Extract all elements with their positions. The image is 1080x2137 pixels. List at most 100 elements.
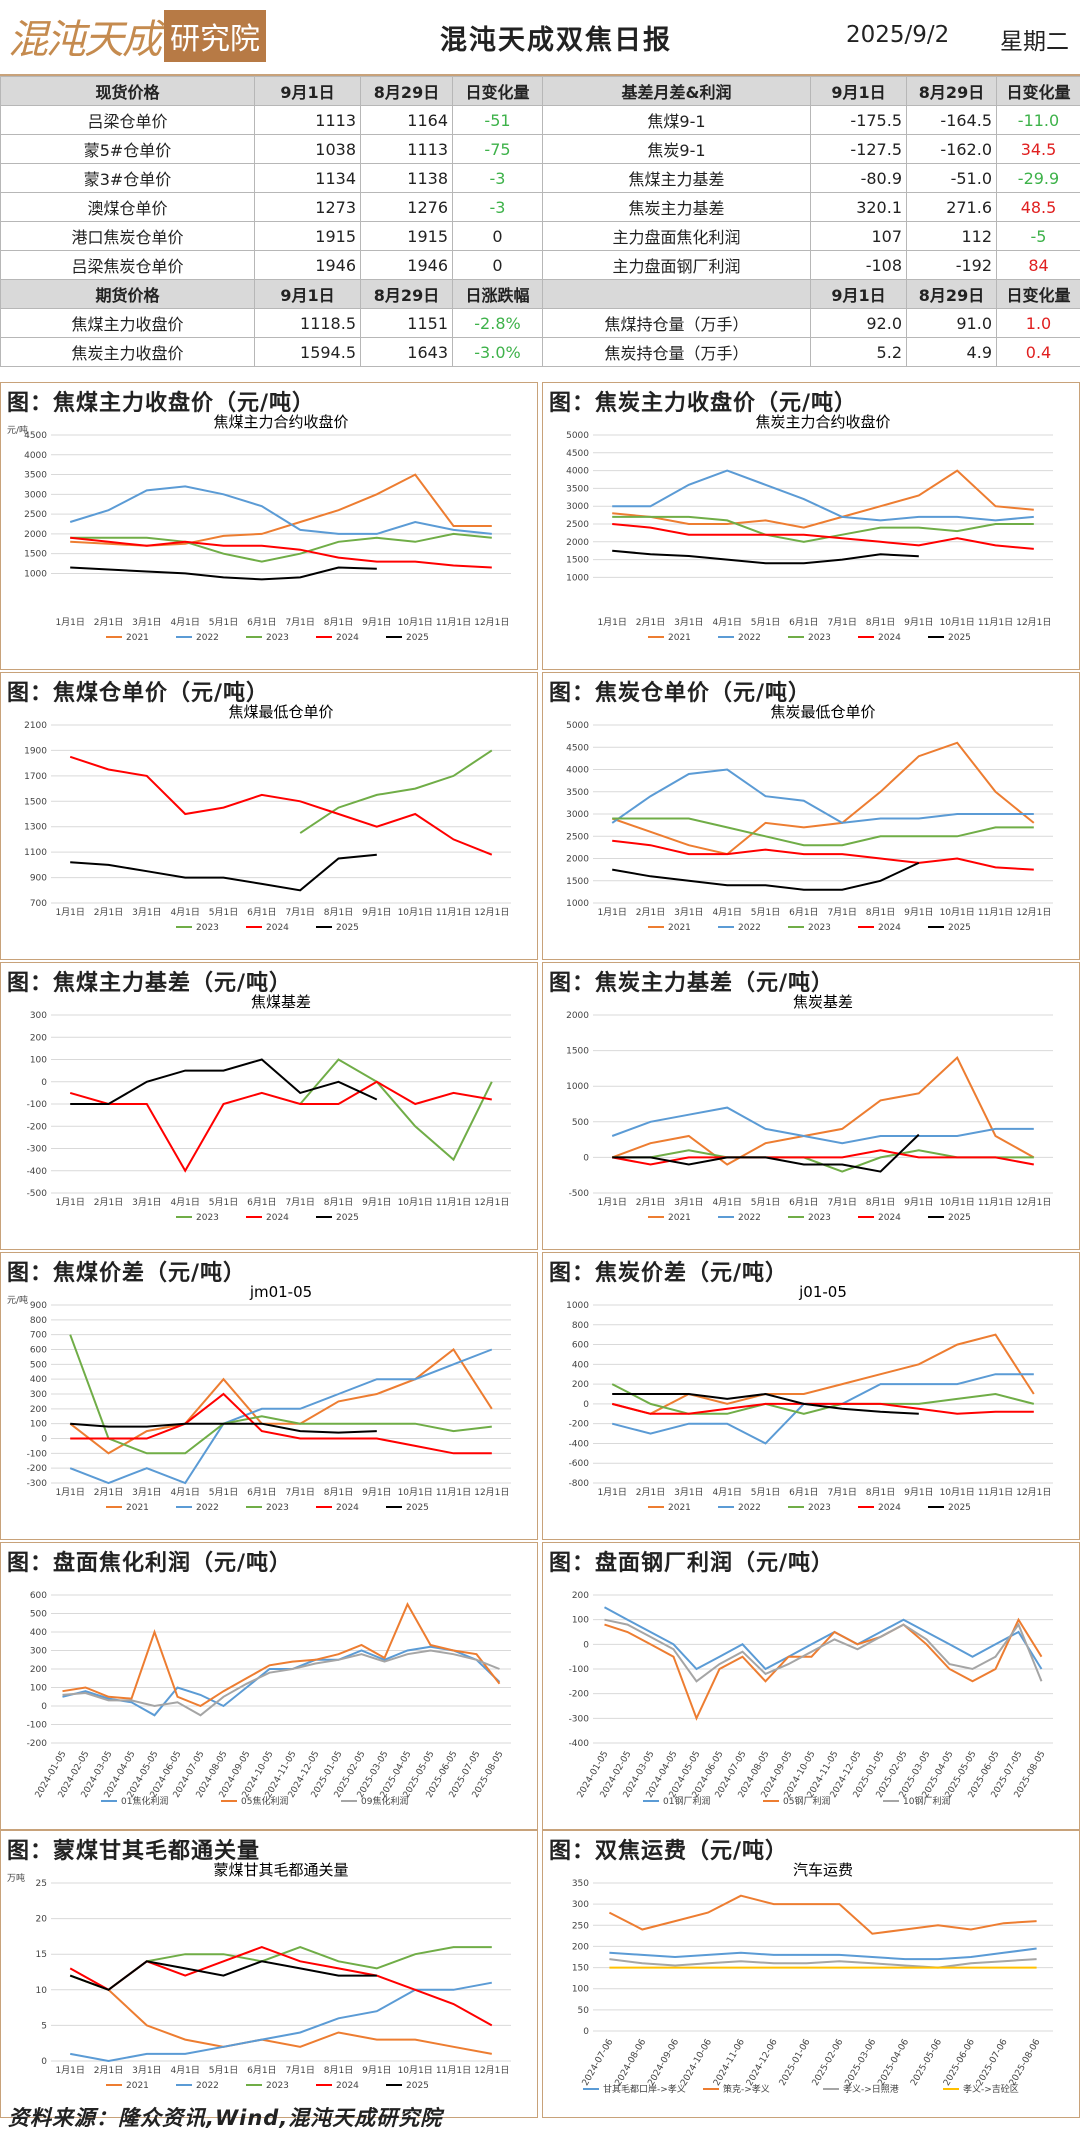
y-tick-label: 0 <box>41 2057 47 2067</box>
x-tick-label: 2024-07-06 <box>581 2037 616 2088</box>
x-tick-label: 5月1日 <box>751 907 780 918</box>
legend-label: 05钢厂利润 <box>783 1795 830 1807</box>
y-tick-label: 1300 <box>24 823 47 833</box>
y-tick-label: -600 <box>569 1459 590 1469</box>
table-cell: 107 <box>810 221 907 251</box>
x-tick-label: 2月1日 <box>94 2065 123 2076</box>
y-tick-label: 1500 <box>24 550 47 560</box>
y-axis-label: 万吨 <box>7 1872 25 1884</box>
x-tick-label: 4月1日 <box>712 1197 741 1208</box>
logo-text: 混沌天成 <box>8 17 162 63</box>
x-tick-label: 11月1日 <box>978 907 1013 918</box>
series-line <box>609 1958 1037 1969</box>
x-tick-label: 11月1日 <box>436 1487 471 1498</box>
y-tick-label: 500 <box>30 1360 47 1370</box>
y-tick-label: 3000 <box>566 502 589 512</box>
series-line <box>299 1058 493 1162</box>
x-tick-label: 12月1日 <box>1016 907 1051 918</box>
x-tick-label: 10月1日 <box>398 907 433 918</box>
x-tick-label: 4月1日 <box>170 907 199 918</box>
chart-title: 焦炭主力合约收盘价 <box>755 413 890 431</box>
table-cell: -127.5 <box>810 134 907 164</box>
y-tick-label: 2100 <box>24 721 47 731</box>
table-cell: 0.4 <box>996 337 1080 367</box>
x-tick-label: 2025-07-06 <box>975 2037 1010 2088</box>
x-tick-label: 11月1日 <box>978 1487 1013 1498</box>
y-tick-label: 4500 <box>566 743 589 753</box>
panel-title: 图：焦炭主力基差（元/吨） <box>549 971 835 996</box>
y-tick-label: 200 <box>30 1405 47 1415</box>
y-tick-label: 1000 <box>24 569 47 579</box>
panel-title: 图：焦炭仓单价（元/吨） <box>549 681 812 706</box>
x-tick-label: 2025-05-06 <box>909 2037 944 2088</box>
x-tick-label: 11月1日 <box>436 2065 471 2076</box>
x-tick-label: 3月1日 <box>132 1197 161 1208</box>
y-tick-label: -200 <box>27 1122 48 1132</box>
x-tick-label: 9月1日 <box>904 1197 933 1208</box>
y-tick-label: 1000 <box>566 899 589 909</box>
y-tick-label: -300 <box>27 1145 48 1155</box>
x-tick-label: 4月1日 <box>712 907 741 918</box>
y-tick-label: 100 <box>30 1056 47 1066</box>
series-line <box>608 1894 1037 1935</box>
table-cell: -80.9 <box>810 163 907 193</box>
panel-title: 图：焦煤主力收盘价（元/吨） <box>7 391 316 416</box>
y-tick-label: 5 <box>41 2021 47 2031</box>
x-tick-label: 8月1日 <box>324 617 353 628</box>
legend-label: 2025 <box>336 923 359 933</box>
series-line <box>70 532 492 563</box>
legend-label: 01钢厂利润 <box>663 1795 710 1807</box>
y-tick-label: 600 <box>572 1341 589 1351</box>
legend-label: 10钢厂利润 <box>903 1795 950 1807</box>
legend-label: 2025 <box>948 633 971 643</box>
table-cell: 1038 <box>254 134 361 164</box>
series-line <box>69 1974 492 2055</box>
x-tick-label: 10月1日 <box>398 2065 433 2076</box>
series-line <box>612 817 1034 847</box>
table-cell: 日涨跌幅 <box>452 279 543 309</box>
table-cell: 吕梁仓单价 <box>0 105 255 135</box>
y-tick-label: 50 <box>578 2006 590 2016</box>
x-tick-label: 1月1日 <box>55 2065 84 2076</box>
table-cell: 主力盘面钢厂利润 <box>542 250 811 280</box>
x-tick-label: 2月1日 <box>94 617 123 628</box>
y-tick-label: 200 <box>572 1942 589 1952</box>
x-tick-label: 6月1日 <box>789 1487 818 1498</box>
y-tick-label: 20 <box>36 1915 48 1925</box>
y-tick-label: 900 <box>30 874 47 884</box>
x-tick-label: 2025-06-06 <box>942 2037 977 2088</box>
series-line <box>609 1947 1037 1961</box>
x-tick-label: 12月1日 <box>1016 1487 1051 1498</box>
y-tick-label: 1100 <box>24 848 47 858</box>
series-line <box>69 1334 492 1455</box>
panel-title: 图：双焦运费（元/吨） <box>549 1839 789 1864</box>
y-tick-label: 100 <box>572 1985 589 1995</box>
chart-title: 汽车运费 <box>793 1861 853 1879</box>
y-tick-label: -100 <box>27 1449 48 1459</box>
x-tick-label: 9月1日 <box>904 907 933 918</box>
x-tick-label: 7月1日 <box>827 617 856 628</box>
legend-label: 2022 <box>738 1503 761 1513</box>
table-cell: 48.5 <box>996 192 1080 222</box>
y-tick-label: 4500 <box>566 449 589 459</box>
x-tick-label: 6月1日 <box>247 1197 276 1208</box>
chart-panel: 图：盘面钢厂利润（元/吨） -400 -300 -200 -100 0 100 200 2024… <box>542 1542 1080 1830</box>
table-cell: 1915 <box>254 221 361 251</box>
y-tick-label: 100 <box>30 1684 47 1694</box>
series-line <box>612 839 1034 871</box>
table-row: 蒙3#仓单价 1134 1138 -3 焦煤主力基差 -80.9 -51.0 -29.9 <box>0 163 1080 193</box>
x-tick-label: 5月1日 <box>751 1487 780 1498</box>
x-tick-label: 5月1日 <box>209 617 238 628</box>
y-tick-label: 100 <box>30 1420 47 1430</box>
y-tick-label: 700 <box>30 899 47 909</box>
legend-label: 2024 <box>878 1503 901 1513</box>
y-tick-label: 5000 <box>566 431 589 441</box>
table-cell <box>542 279 811 309</box>
table-cell: 9月1日 <box>254 76 361 106</box>
series-line <box>612 469 1034 529</box>
series-line <box>62 1602 501 1708</box>
table-cell: 焦煤主力收盘价 <box>0 308 255 338</box>
y-tick-label: -200 <box>569 1420 590 1430</box>
